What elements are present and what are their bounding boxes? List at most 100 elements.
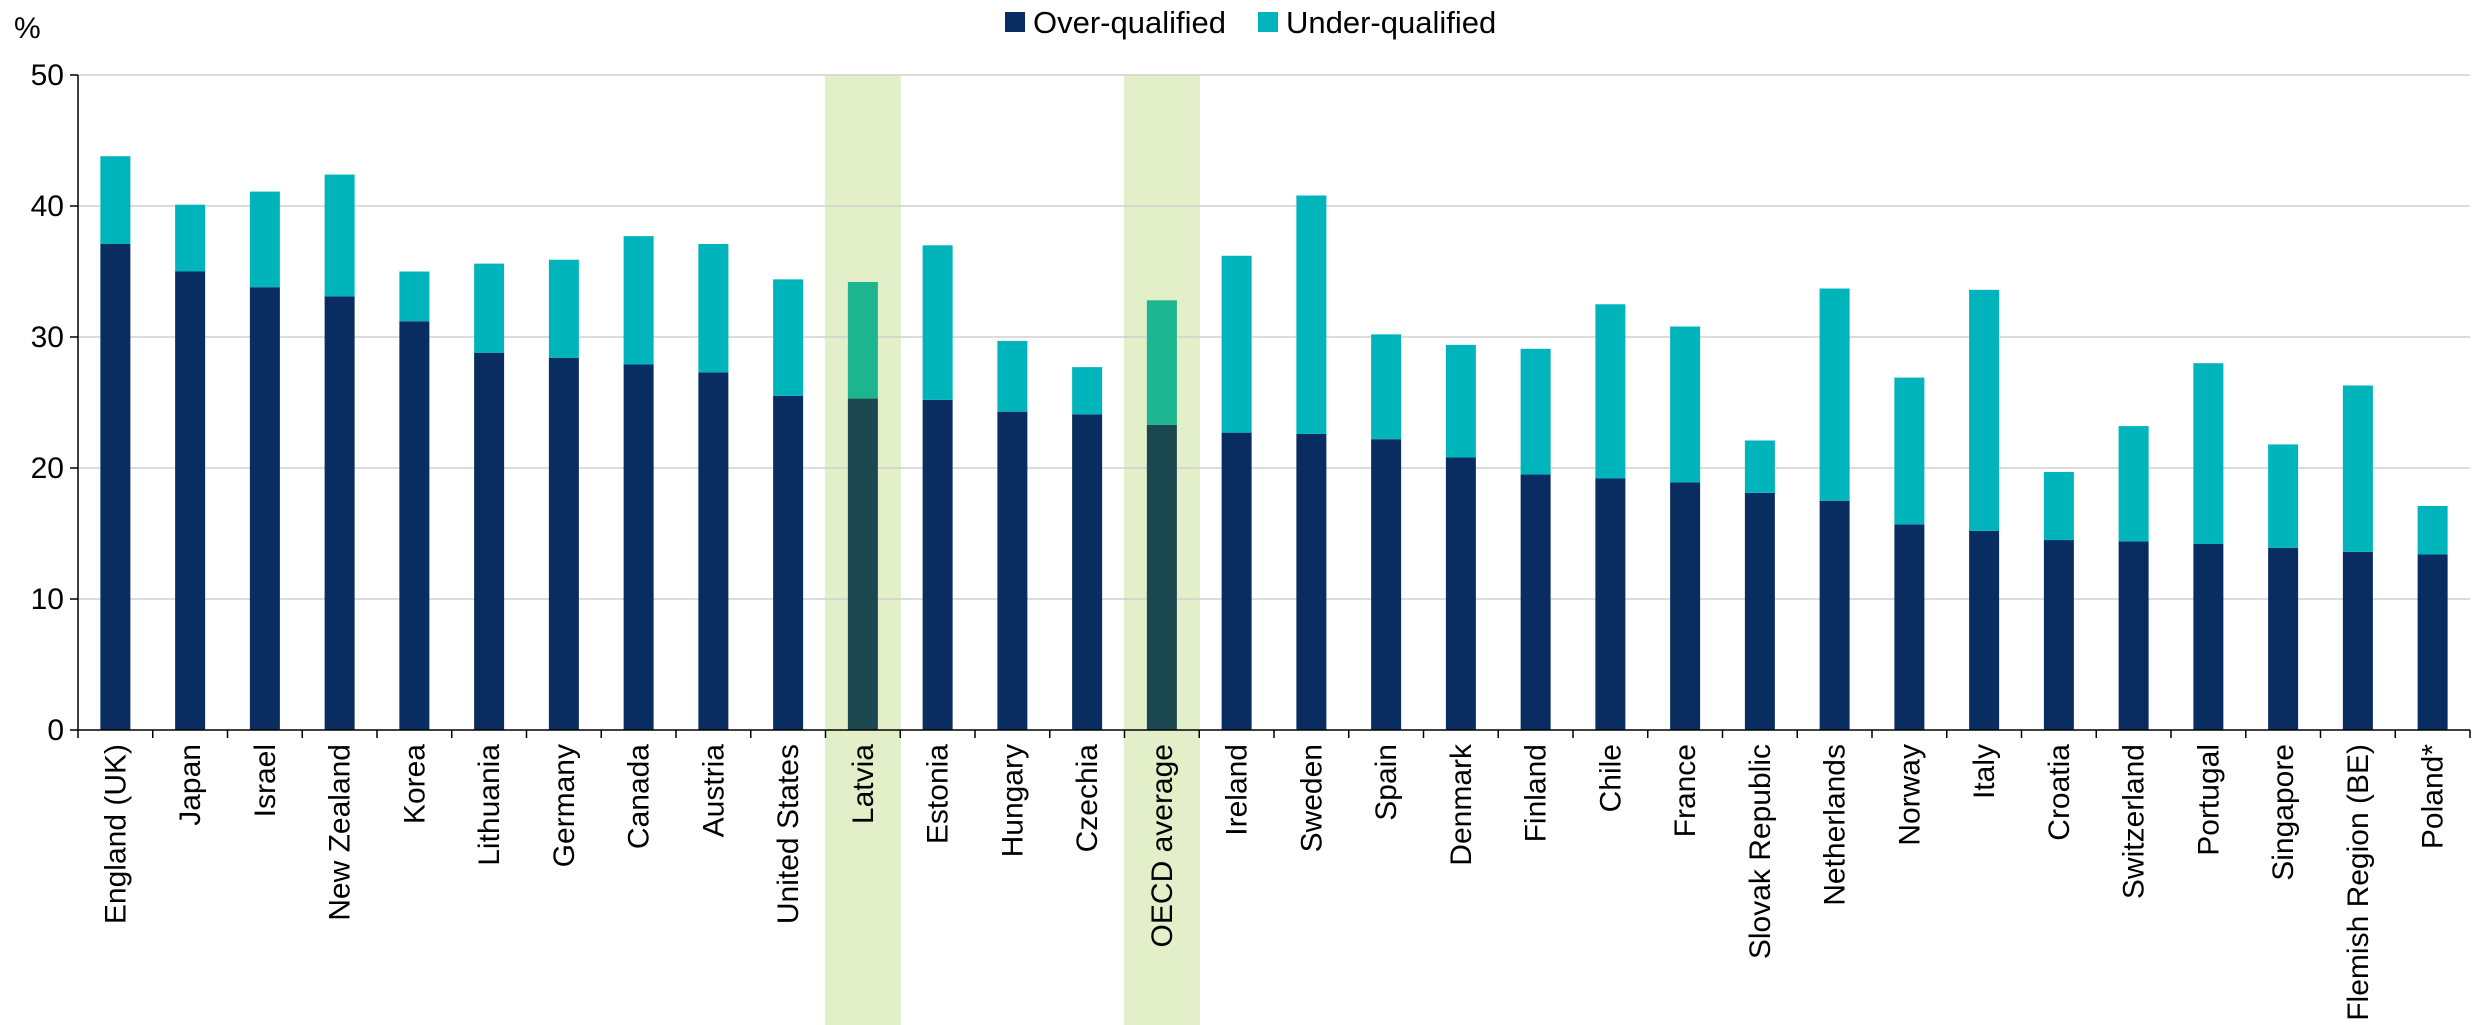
bar-over-qualified (922, 399, 953, 730)
bar-under-qualified (1744, 440, 1775, 493)
bar-under-qualified (1595, 304, 1626, 479)
bar-over-qualified (1371, 439, 1402, 730)
bar-over-qualified (2268, 547, 2299, 730)
category-label: Portugal (2192, 744, 2225, 856)
bar-over-qualified (100, 243, 131, 731)
bar-under-qualified (324, 174, 355, 297)
bar-over-qualified (249, 287, 280, 730)
bar-under-qualified (2342, 385, 2373, 552)
y-tick-label: 20 (31, 452, 64, 485)
category-label: Estonia (922, 744, 955, 844)
bar-over-qualified (1072, 414, 1103, 730)
legend-label: Over-qualified (1033, 5, 1226, 40)
bar-series (100, 156, 2448, 731)
category-label: Canada (623, 744, 656, 849)
category-label: Poland* (2417, 744, 2450, 849)
bar-over-qualified (997, 411, 1028, 730)
bar-over-qualified (1296, 433, 1327, 730)
category-label: Ireland (1221, 744, 1254, 836)
category-label: Korea (398, 744, 431, 824)
category-label: New Zealand (324, 744, 357, 921)
bar-over-qualified (399, 321, 430, 730)
y-axis-label: % (14, 12, 41, 45)
bar-under-qualified (100, 156, 131, 244)
bar-over-qualified (1595, 478, 1626, 730)
legend: Over-qualified Under-qualified (1005, 5, 1496, 40)
bar-over-qualified (2417, 554, 2448, 730)
category-label: Denmark (1445, 743, 1478, 866)
y-tick-label: 40 (31, 190, 64, 223)
bar-over-qualified (1445, 457, 1476, 730)
gridlines (78, 74, 2470, 600)
bar-under-qualified (1146, 300, 1177, 425)
y-tick-label: 30 (31, 321, 64, 354)
bar-over-qualified (623, 364, 654, 730)
category-label: United States (772, 744, 805, 924)
bar-over-qualified (1146, 424, 1177, 730)
bar-under-qualified (1445, 344, 1476, 458)
bar-under-qualified (623, 236, 654, 365)
category-label: Latvia (847, 744, 880, 824)
bar-over-qualified (548, 357, 579, 730)
bar-under-qualified (2118, 426, 2149, 542)
category-label: Germany (548, 744, 581, 867)
legend-label: Under-qualified (1286, 5, 1496, 40)
legend-item: Under-qualified (1257, 5, 1496, 40)
bar-under-qualified (175, 204, 206, 272)
category-label: Italy (1968, 744, 2001, 799)
bar-under-qualified (1221, 255, 1252, 433)
bar-under-qualified (773, 279, 804, 396)
bar-under-qualified (1072, 367, 1103, 415)
bar-under-qualified (1894, 377, 1925, 525)
bar-over-qualified (773, 395, 804, 730)
category-label: Finland (1520, 744, 1553, 842)
bar-over-qualified (1744, 492, 1775, 730)
bar-under-qualified (1670, 326, 1701, 483)
bar-under-qualified (2193, 363, 2224, 544)
bar-under-qualified (399, 271, 430, 322)
bar-under-qualified (2268, 444, 2299, 548)
bar-under-qualified (847, 281, 878, 399)
bar-under-qualified (548, 259, 579, 358)
bar-under-qualified (1296, 195, 1327, 434)
category-label: France (1669, 744, 1702, 837)
legend-swatch (1257, 12, 1278, 32)
bar-over-qualified (2118, 541, 2149, 730)
bar-under-qualified (1520, 348, 1551, 475)
category-label: Singapore (2267, 744, 2300, 881)
category-label: Spain (1370, 744, 1403, 821)
y-tick-label: 50 (31, 59, 64, 92)
bar-over-qualified (1670, 482, 1701, 730)
bar-over-qualified (2043, 540, 2074, 730)
legend-swatch (1005, 12, 1025, 32)
bar-under-qualified (474, 263, 505, 353)
y-tick-labels: 0 10 20 30 40 50 (31, 59, 64, 747)
category-label: Hungary (996, 744, 1029, 857)
bar-under-qualified (698, 243, 729, 373)
bar-over-qualified (175, 271, 206, 730)
bar-over-qualified (1819, 500, 1850, 730)
y-tick-label: 10 (31, 583, 64, 616)
category-label: Sweden (1295, 744, 1328, 852)
axes (70, 74, 2471, 738)
legend-item: Over-qualified (1005, 5, 1226, 40)
bar-under-qualified (2417, 505, 2448, 555)
category-label: Czechia (1071, 744, 1104, 853)
bar-over-qualified (1969, 530, 2000, 730)
category-label: Croatia (2043, 744, 2076, 841)
bar-over-qualified (847, 398, 878, 730)
category-label: Switzerland (2118, 744, 2151, 899)
bar-over-qualified (2342, 551, 2373, 730)
category-label: OECD average (1146, 744, 1179, 947)
category-labels: England (UK) Japan Israel New Zealand Korea L… (99, 743, 2449, 1021)
category-label: England (UK) (99, 744, 132, 924)
category-label: Chile (1594, 744, 1627, 812)
category-label: Flemish Region (BE) (2342, 744, 2375, 1021)
category-label: Slovak Republic (1744, 744, 1777, 959)
bar-under-qualified (1969, 289, 2000, 531)
category-label: Norway (1893, 744, 1926, 846)
bar-over-qualified (324, 296, 355, 730)
bar-over-qualified (1894, 524, 1925, 730)
bar-over-qualified (1221, 432, 1252, 730)
